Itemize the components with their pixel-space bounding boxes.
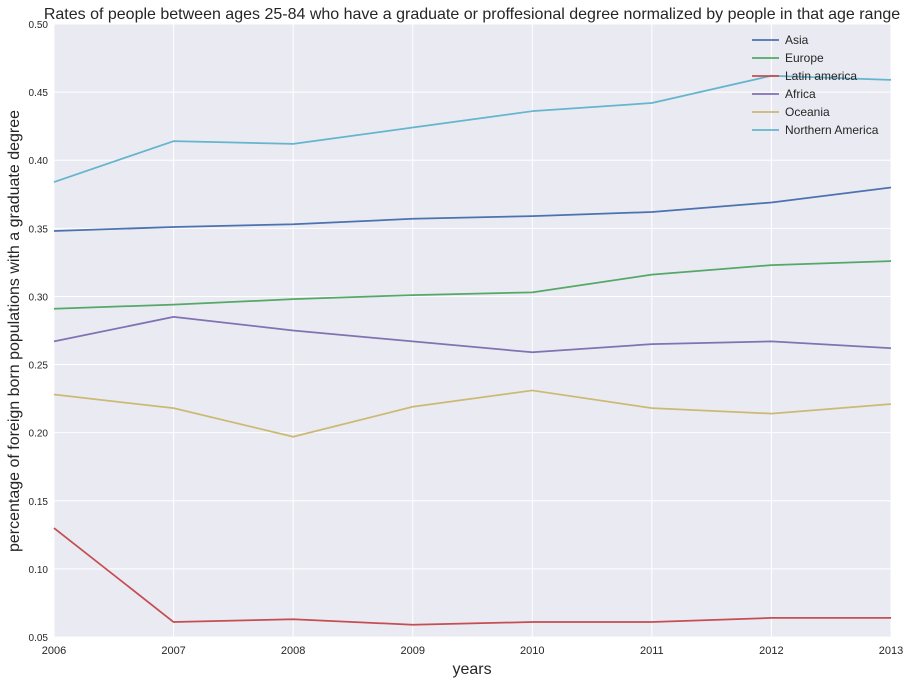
x-tick-label: 2011 bbox=[640, 645, 664, 657]
legend-label-oceania: Oceania bbox=[785, 105, 830, 119]
y-tick-label: 0.30 bbox=[29, 292, 49, 303]
x-tick-label: 2010 bbox=[520, 645, 544, 657]
chart-title: Rates of people between ages 25-84 who h… bbox=[44, 6, 900, 23]
legend: Asia Europe Latin america Africa Oceania Nort… bbox=[752, 33, 879, 137]
y-tick-label: 0.15 bbox=[29, 497, 49, 508]
series-line-oceania bbox=[53, 389, 892, 438]
x-tick-label: 2008 bbox=[281, 645, 305, 657]
legend-label-asia: Asia bbox=[785, 33, 809, 47]
x-axis-ticks: 2006 2007 2008 2009 2010 2011 2012 2013 bbox=[42, 645, 903, 657]
y-axis-ticks: 0.05 0.10 0.15 0.20 0.25 0.30 0.35 0.40 0.45 0.50 bbox=[29, 20, 49, 644]
y-tick-label: 0.05 bbox=[29, 633, 49, 644]
series-line-africa bbox=[53, 316, 892, 354]
legend-label-europe: Europe bbox=[785, 51, 824, 65]
x-tick-label: 2013 bbox=[879, 645, 903, 657]
x-tick-label: 2006 bbox=[42, 645, 66, 657]
x-tick-label: 2007 bbox=[161, 645, 185, 657]
y-tick-label: 0.45 bbox=[29, 88, 49, 99]
x-axis-label: years bbox=[452, 661, 491, 678]
series-lines bbox=[53, 74, 892, 626]
legend-label-africa: Africa bbox=[785, 87, 816, 101]
series-line-northern-america bbox=[53, 74, 892, 183]
series-line-asia bbox=[53, 186, 892, 232]
plot-area bbox=[54, 24, 891, 637]
legend-label-northern-america: Northern America bbox=[785, 123, 879, 137]
legend-label-latin-america: Latin america bbox=[785, 69, 857, 83]
y-tick-label: 0.50 bbox=[29, 20, 49, 31]
y-tick-label: 0.40 bbox=[29, 156, 49, 167]
y-tick-label: 0.25 bbox=[29, 361, 49, 372]
x-tick-label: 2009 bbox=[400, 645, 424, 657]
y-tick-label: 0.20 bbox=[29, 429, 49, 440]
series-line-latin-america bbox=[53, 527, 891, 626]
x-tick-label: 2012 bbox=[759, 645, 783, 657]
y-tick-label: 0.35 bbox=[29, 224, 49, 235]
y-tick-label: 0.10 bbox=[29, 565, 49, 576]
y-axis-label: percentage of foreign born populations w… bbox=[6, 110, 23, 552]
series-line-europe bbox=[53, 260, 892, 310]
